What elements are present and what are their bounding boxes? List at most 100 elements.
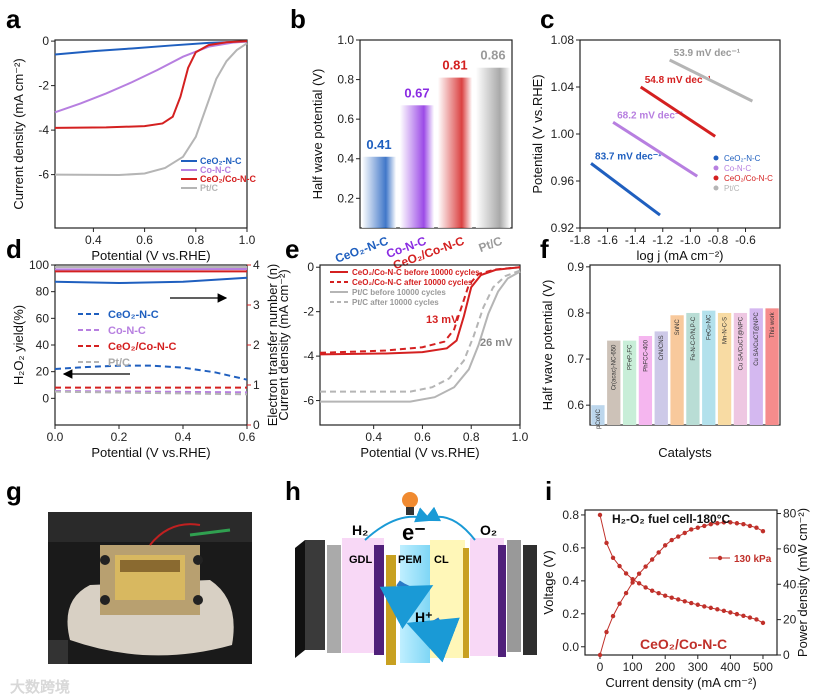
series-line (54, 40, 248, 114)
x-tick-label: -1.8 (570, 233, 591, 247)
bar-value-label: 0.81 (442, 58, 467, 73)
power-point (734, 521, 740, 526)
power-point (728, 520, 733, 525)
power-point (604, 629, 609, 635)
bar (733, 312, 748, 425)
power-point (623, 590, 629, 596)
x-tick-label: -0.8 (708, 233, 729, 247)
power-point (597, 652, 603, 658)
category-label: Pt/C (477, 234, 505, 255)
category-label: PhFCC-400 (643, 339, 649, 371)
legend-label: Pt/C (724, 184, 740, 193)
voltage-point (702, 604, 707, 609)
chart-f: 0.6 0.7 0.8 0.9 Catalysts Half wave potential… (540, 260, 781, 460)
chart-i: 0 100 200 300 400 500 0.0 0.2 0.4 0.6 0.8 0 20 40 60 80… (541, 507, 810, 690)
x-tick-label: 0.4 (365, 430, 382, 444)
chart-title: H₂-O₂ fuel cell-180°C (612, 512, 730, 526)
category-label: pCoNC (596, 409, 602, 429)
series-line (319, 266, 521, 356)
y-right-tick-label: 1 (253, 378, 260, 392)
y-axis-label: Current density (mA cm⁻²) (276, 269, 291, 420)
plot-frame (54, 39, 248, 229)
y-right-tick-label: 0 (253, 418, 260, 432)
power-point (747, 523, 753, 529)
x-axis-label: Potential (V vs.RHE) (91, 445, 210, 460)
y-tick-label: 0.9 (567, 260, 584, 274)
power-point (708, 521, 714, 527)
legend-label: Pt/C before 10000 cycles (352, 288, 446, 297)
legend-marker (713, 155, 719, 161)
voltage-point (662, 593, 668, 598)
chart-a: 0.4 0.6 0.8 1.0 0 -2 -4 -6 Potential (V vs.RHE) C… (11, 34, 256, 263)
category-label: This work (770, 311, 776, 338)
y-tick-label: -4 (38, 123, 49, 137)
voltage-point (689, 600, 694, 606)
bar (717, 312, 732, 425)
power-point (636, 571, 642, 576)
power-point (656, 550, 661, 555)
y-axis-label: H₂O₂ yield(%) (11, 305, 26, 385)
x-tick-label: -1.4 (625, 233, 646, 247)
power-point (741, 521, 746, 527)
y-tick-label: 1.08 (551, 33, 575, 47)
label-proton: H⁺ (415, 609, 433, 625)
panel-label-b: b (290, 4, 306, 34)
voltage-point (754, 617, 759, 622)
legend-label: 130 kPa (734, 554, 772, 565)
bipolar-plate-left (305, 540, 325, 650)
voltage-point (734, 611, 740, 617)
y-tick-label: 0 (307, 260, 314, 274)
bar-value-label: 0.67 (404, 85, 429, 100)
category-label: Cu SA/CuCT@NPC (738, 316, 744, 370)
y-tick-label: 0.0 (562, 640, 579, 654)
x-tick-label: 100 (623, 660, 643, 674)
x-tick-label: 1.0 (512, 430, 529, 444)
panel-label-a: a (6, 4, 21, 34)
category-label: Mn-N-C-S (723, 317, 729, 344)
slope-label: 83.7 mV dec⁻¹ (595, 151, 662, 162)
y-tick-label: 0.6 (562, 541, 579, 555)
legend-label: CeO₂-N-C (108, 309, 159, 321)
legend-label: Pt/C after 10000 cycles (352, 298, 439, 307)
voltage-curve (599, 514, 764, 624)
label-gdl: GDL (349, 554, 373, 566)
y-tick-label: 0.96 (551, 174, 575, 188)
plot-frame (589, 264, 781, 426)
category-label: SnNC (675, 319, 681, 336)
power-point (715, 521, 720, 526)
panel-label-d: d (6, 234, 22, 264)
y-axis-label: Current density (mA cm⁻²) (11, 58, 26, 209)
power-point (721, 520, 727, 525)
x-tick-label: 500 (753, 660, 773, 674)
power-point (676, 534, 681, 539)
panel-label-f: f (540, 234, 549, 264)
slope-label: 54.8 mV dec⁻¹ (645, 75, 712, 86)
y-tick-label: 100 (29, 258, 49, 272)
x-tick-label: 300 (688, 660, 708, 674)
y-tick-label: -6 (303, 394, 314, 408)
plot-frame (579, 39, 781, 229)
h2o2-yield-line (54, 364, 248, 381)
chart-c: -1.8 -1.6 -1.4 -1.2 -1.0 -0.8 -0.6 0.92 0.96 1.00… (530, 33, 781, 263)
x-tick-label: -0.6 (735, 233, 756, 247)
x-tick-label: -1.2 (652, 233, 673, 247)
x-tick-label: 1.0 (239, 233, 256, 247)
catalyst-annotation: CeO₂/Co-N-C (640, 636, 727, 652)
voltage-point (597, 512, 603, 518)
bipolar-plate-right (523, 545, 537, 655)
legend-label: CeO₂-N-C (200, 156, 242, 166)
tafel-line (590, 162, 661, 217)
y-tick-label: 60 (36, 311, 50, 325)
x-tick-label: 200 (655, 660, 675, 674)
voltage-point (741, 613, 746, 618)
annotation-26mv: 26 mV (480, 337, 513, 349)
voltage-point (676, 597, 681, 602)
y-tick-label: 20 (36, 365, 50, 379)
x-tick-label: 0.6 (239, 430, 256, 444)
series-line (320, 269, 521, 393)
voltage-point (623, 571, 629, 576)
voltage-point (617, 563, 622, 569)
bar (765, 308, 779, 425)
